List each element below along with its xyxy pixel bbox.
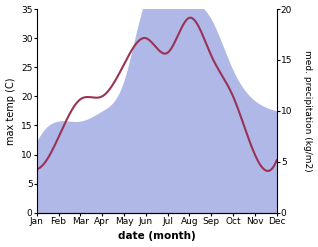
Y-axis label: med. precipitation (kg/m2): med. precipitation (kg/m2) <box>303 50 313 172</box>
Y-axis label: max temp (C): max temp (C) <box>5 77 16 145</box>
X-axis label: date (month): date (month) <box>118 231 196 242</box>
